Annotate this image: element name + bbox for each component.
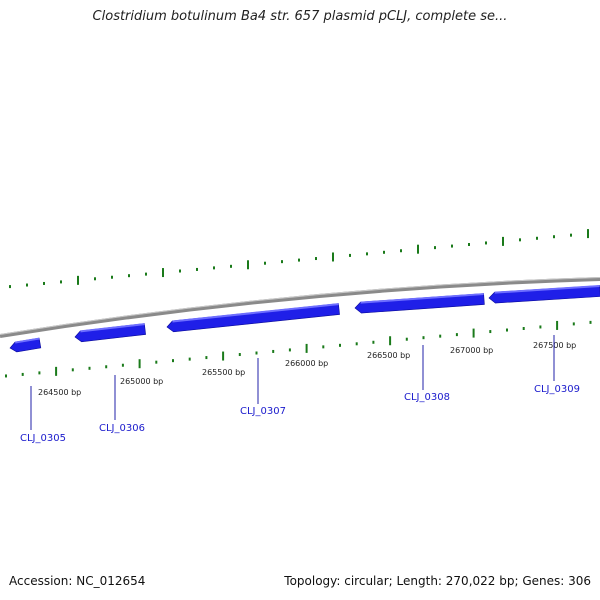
tick-label-265500: 265500 bp bbox=[202, 368, 245, 377]
gene-arrow-clj-0308[interactable] bbox=[354, 293, 485, 314]
tick-label-266500: 266500 bp bbox=[367, 351, 410, 360]
plasmid-backbone bbox=[0, 277, 600, 338]
gene-arrow-clj-0309[interactable] bbox=[488, 285, 600, 304]
gene-arrow-clj-0306-highlight bbox=[80, 323, 145, 333]
tick-label-267000: 267000 bp bbox=[450, 346, 493, 355]
tick-label-265000: 265000 bp bbox=[120, 377, 163, 386]
plasmid-backbone-highlight bbox=[0, 277, 600, 335]
gene-arrow-clj-0305[interactable] bbox=[9, 337, 42, 353]
gene-arrow-clj-0307-highlight bbox=[172, 303, 339, 323]
topology-summary: Topology: circular; Length: 270,022 bp; … bbox=[284, 574, 591, 588]
map-title: Clostridium botulinum Ba4 str. 657 plasm… bbox=[92, 9, 508, 24]
tick-label-267500: 267500 bp bbox=[533, 341, 576, 350]
gene-arrow-clj-0309-highlight bbox=[494, 285, 600, 294]
gene-label-clj-0307[interactable]: CLJ_0307 bbox=[240, 406, 286, 417]
tick-label-264500: 264500 bp bbox=[38, 388, 81, 397]
gene-arrow-clj-0307[interactable] bbox=[166, 303, 340, 333]
tick-label-266000: 266000 bp bbox=[285, 359, 328, 368]
gene-arrow-clj-0305-highlight bbox=[15, 337, 40, 344]
gene-label-clj-0305[interactable]: CLJ_0305 bbox=[20, 433, 66, 444]
accession-text: Accession: NC_012654 bbox=[9, 574, 146, 588]
gene-label-clj-0309[interactable]: CLJ_0309 bbox=[534, 384, 580, 395]
gene-arrow-clj-0308-highlight bbox=[360, 293, 484, 304]
gene-arrow-clj-0306[interactable] bbox=[74, 323, 146, 343]
gene-label-clj-0306[interactable]: CLJ_0306 bbox=[99, 423, 145, 434]
gene-label-clj-0308[interactable]: CLJ_0308 bbox=[404, 392, 450, 403]
